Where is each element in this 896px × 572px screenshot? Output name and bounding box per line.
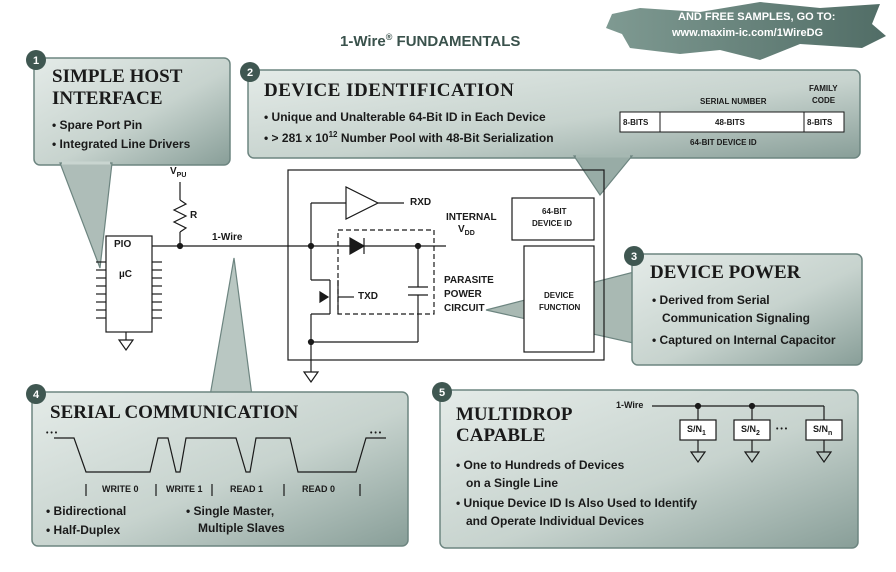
pio-label: PIO [114,239,132,250]
multidrop-network [652,402,843,464]
p4-bullet-bidirectional: • Bidirectional [46,504,127,518]
device-id-block [511,197,595,241]
slot-read0: READ 0 [302,484,336,494]
p2-bullet-1: • Unique and Unalterable 64-Bit ID in Ea… [264,110,546,124]
p5-title-line1: MULTIDROP [456,404,573,425]
uc-label: µC [119,269,132,280]
resistor-label: R [190,210,198,221]
serial-number-label: SERIAL NUMBER [700,97,767,106]
p5-bullet-1a: • One to Hundreds of Devices [456,458,625,472]
svg-text:5: 5 [439,387,445,399]
ground-symbol [117,339,135,352]
pullup-resistor [172,199,188,233]
slot-read1: READ 1 [230,484,264,494]
slave-device-box [287,169,605,361]
p3-title: DEVICE POWER [650,262,801,283]
id-cell-family: 8-BITS [807,118,833,127]
multidrop-dots: • • • [776,426,788,433]
transistor-arrow [319,290,330,304]
banner-url: www.maxim-ic.com/1WireDG [672,27,824,39]
p5-bullet-2a: • Unique Device ID Is Also Used to Ident… [456,496,698,510]
family-code-label-2: CODE [812,96,836,105]
parasite-power-box [337,229,435,315]
device-id-label-1: 64-BIT [542,207,567,216]
p1-bullet-1: • Spare Port Pin [52,118,143,132]
slot-write0: WRITE 0 [102,484,139,494]
p3-bullet-1a: • Derived from Serial [652,293,770,307]
panel-device-identification [247,69,861,197]
serial-waveform [54,437,386,496]
circuit [96,169,605,384]
banner-line1: AND FREE SAMPLES, GO TO: [678,11,836,23]
p1-title-line2: INTERFACE [52,88,163,109]
p4-bullet-master-1: • Single Master, [186,504,275,518]
p5-bullet-2b: and Operate Individual Devices [466,514,645,528]
parasite-label-3: CIRCUIT [444,303,485,314]
badge-3: 3 [624,246,644,266]
svg-text:1: 1 [33,55,39,67]
p5-title-line2: CAPABLE [456,425,546,446]
internal-label: INTERNAL [446,212,497,223]
chip-pins [96,261,162,319]
p2-title: DEVICE IDENTIFICATION [264,80,515,101]
p2-bullet-2: • > 281 x 1012 Number Pool with 48-Bit S… [264,130,554,145]
p4-title: SERIAL COMMUNICATION [50,402,299,423]
p4-bullet-half-duplex: • Half-Duplex [46,523,121,537]
id-cell-serial: 48-BITS [715,118,745,127]
page-title: 1-Wire® FUNDAMENTALS [340,32,521,50]
id-cell-crc: 8-BITS [623,118,649,127]
slot-write1: WRITE 1 [166,484,203,494]
parasite-label-2: POWER [444,289,482,300]
diode [349,236,366,256]
device-id-label-2: DEVICE ID [532,219,573,228]
waveform-ellipsis-right: • • • [370,430,382,437]
badge-4: 4 [26,384,46,404]
device-function-label-2: FUNCTION [539,303,581,312]
panel-serial-communication [31,257,409,547]
family-code-label-1: FAMILY [809,84,838,93]
id-caption: 64-BIT DEVICE ID [690,138,757,147]
snn-label: S/Nn [813,424,833,437]
badge-5: 5 [432,382,452,402]
vpu-label: VPU [170,166,187,179]
svg-text:4: 4 [33,389,40,401]
microcontroller-chip [105,235,153,333]
badge-1: 1 [26,50,46,70]
sn1-label: S/N1 [687,424,706,437]
vdd-label: VDD [458,224,475,237]
device-function-block [523,245,595,353]
device-function-label-1: DEVICE [544,291,574,300]
device-id-table [619,111,845,133]
badge-2: 2 [240,62,260,82]
rxd-label: RXD [410,197,432,208]
p5-bullet-1b: on a Single Line [466,476,559,490]
p3-bullet-1b: Communication Signaling [662,311,811,325]
p5-wire-label: 1-Wire [616,400,644,410]
txd-label: TXD [358,291,378,302]
website-banner [606,2,886,60]
svg-text:2: 2 [247,67,253,79]
parasite-label-1: PARASITE [444,275,494,286]
bus-label: 1-Wire [212,232,243,243]
rxd-buffer [345,186,380,220]
panel-simple-host-interface [33,57,231,269]
p1-title-line1: SIMPLE HOST [52,66,183,87]
p3-bullet-2: • Captured on Internal Capacitor [652,333,836,347]
p1-bullet-2: • Integrated Line Drivers [52,137,191,151]
waveform-ellipsis-left: • • • [46,430,58,437]
sn2-label: S/N2 [741,424,760,437]
p4-bullet-master-2: Multiple Slaves [198,521,285,535]
svg-text:3: 3 [631,251,637,263]
